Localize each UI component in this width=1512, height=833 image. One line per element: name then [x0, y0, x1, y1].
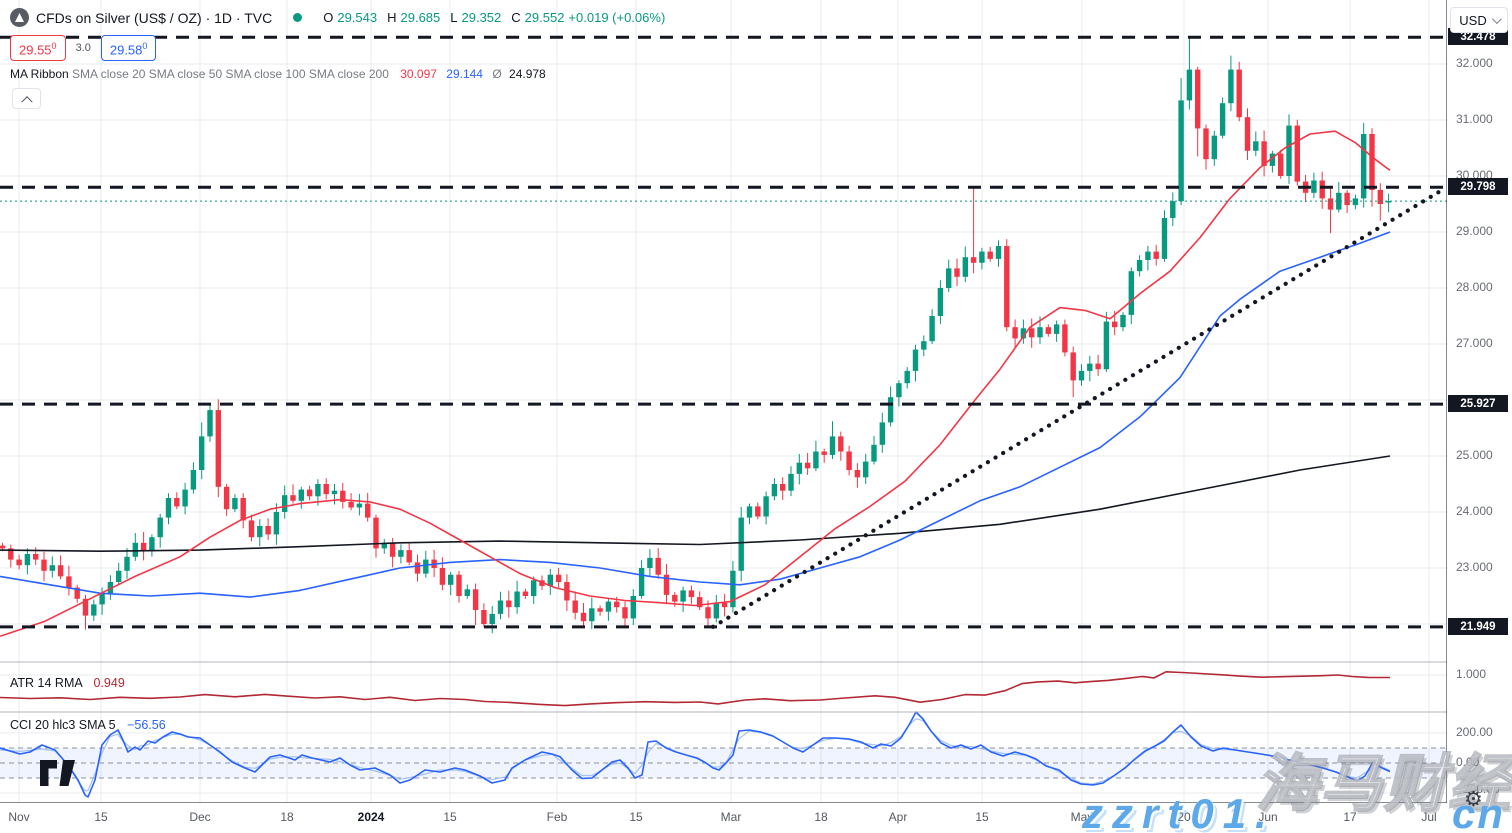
sell-price-sup: 0: [51, 41, 57, 51]
time-tick-label: 20: [1177, 810, 1191, 824]
gear-icon[interactable]: ⚙: [1464, 787, 1483, 811]
chevron-down-icon: [1491, 13, 1502, 24]
symbol-title[interactable]: CFDs on Silver (US$ / OZ) · 1D · TVC: [36, 9, 273, 26]
price-level-badge: 21.949: [1448, 618, 1508, 635]
symbol-header: CFDs on Silver (US$ / OZ) · 1D · TVC O 2…: [10, 8, 665, 27]
sma200-value: 24.978: [509, 67, 546, 81]
time-tick-label: Dec: [189, 810, 211, 824]
price-level-badge: 25.927: [1448, 395, 1508, 412]
price-tick-label: 25.000: [1456, 448, 1493, 462]
close-label: C: [511, 10, 521, 25]
price-tick-label: 24.000: [1456, 504, 1493, 518]
time-tick-label: 15: [443, 810, 457, 824]
price-tick-label: 29.000: [1456, 224, 1493, 238]
price-axis[interactable]: USD 32.000 31.000 30.000 29.000 28.000 27.000…: [1447, 0, 1512, 833]
ohlc-readout: O 29.543 H 29.685 L 29.352 C 29.552 +0.0…: [317, 10, 665, 25]
price-tick-label: 31.000: [1456, 112, 1493, 126]
tradingview-logo[interactable]: [40, 760, 78, 786]
time-tick-label: Jul: [1421, 810, 1437, 824]
buy-button[interactable]: 29.580: [100, 35, 157, 62]
price-tick-label: 27.000: [1456, 336, 1493, 350]
price-tick-label: 32.000: [1456, 56, 1493, 70]
time-tick-label: May: [1070, 810, 1094, 824]
time-tick-label: Jun: [1258, 810, 1278, 824]
sma20-value: 30.097: [400, 67, 437, 81]
sell-button[interactable]: 29.550: [10, 35, 66, 62]
price-tick-label: 28.000: [1456, 280, 1493, 294]
time-tick-label: Feb: [546, 810, 568, 824]
time-axis[interactable]: Nov 15 Dec 18 2024 15 Feb 15 Mar 18 Apr 15 May 20 Jun 1…: [0, 803, 1512, 833]
buy-price-sup: 0: [142, 41, 148, 51]
ma-ribbon-params: SMA close 20 SMA close 50 SMA close 100 …: [72, 67, 389, 81]
time-tick-label: 18: [814, 810, 828, 824]
trade-buttons: 29.550 3.0 29.580: [10, 35, 157, 62]
time-tick-label: 15: [975, 810, 989, 824]
time-tick-label: 17: [1343, 810, 1357, 824]
open-value: 29.543: [337, 10, 378, 25]
currency-selector[interactable]: USD: [1450, 7, 1508, 33]
atr-tick-label: 1.000: [1456, 667, 1487, 681]
chevron-up-icon: [20, 95, 33, 107]
sma100-value: Ø: [492, 67, 502, 81]
time-tick-label: 2024: [357, 810, 385, 824]
ma-ribbon-legend[interactable]: MA Ribbon SMA close 20 SMA close 50 SMA …: [10, 67, 546, 81]
cci-tick-label: 0.00: [1456, 755, 1480, 769]
time-tick-label: Mar: [720, 810, 742, 824]
high-value: 29.685: [400, 10, 441, 25]
low-label: L: [450, 10, 458, 25]
atr-label: ATR 14 RMA: [10, 676, 83, 690]
atr-legend[interactable]: ATR 14 RMA 0.949: [10, 676, 125, 690]
close-value: 29.552: [524, 10, 565, 25]
time-tick-label: Apr: [888, 810, 908, 824]
price-tick-label: 23.000: [1456, 560, 1493, 574]
time-tick-label: 15: [94, 810, 108, 824]
spread-value: 3.0: [73, 42, 93, 55]
cci-tick-label: −200.00: [1456, 782, 1500, 796]
exchange-logo-icon: [10, 8, 29, 27]
time-tick-label: Nov: [8, 810, 30, 824]
cci-value: −56.56: [127, 718, 166, 732]
time-tick-label: 18: [280, 810, 294, 824]
ma-ribbon-title: MA Ribbon: [10, 67, 69, 81]
cci-tick-label: 200.00: [1456, 725, 1493, 739]
market-status-dot-icon: [293, 13, 303, 22]
cci-legend[interactable]: CCI 20 hlc3 SMA 5 −56.56: [10, 718, 166, 732]
open-label: O: [323, 10, 334, 25]
atr-value: 0.949: [93, 676, 125, 690]
currency-label: USD: [1459, 12, 1487, 28]
cci-label: CCI 20 hlc3 SMA 5: [10, 718, 116, 732]
change-value: +0.019 (+0.06%): [568, 10, 666, 25]
time-tick-label: 15: [629, 810, 643, 824]
sma50-value: 29.144: [446, 67, 483, 81]
low-value: 29.352: [461, 10, 502, 25]
collapse-indicators-button[interactable]: [12, 88, 41, 109]
high-label: H: [387, 10, 397, 25]
price-level-badge: 29.798: [1448, 178, 1508, 195]
